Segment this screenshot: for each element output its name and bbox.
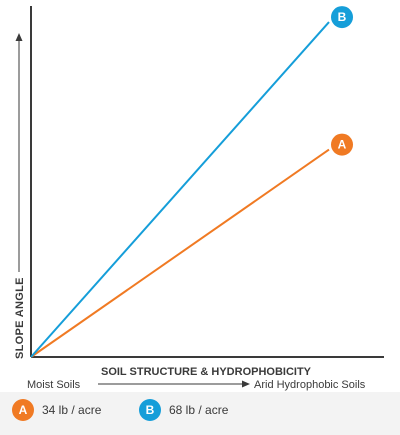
series-marker-a — [331, 133, 353, 156]
x-axis-start-label: Moist Soils — [27, 379, 81, 391]
series-marker-b — [331, 6, 353, 29]
legend-item-b: B 68 lb / acre — [139, 399, 228, 421]
legend-badge-b: B — [139, 399, 161, 421]
series-line-a — [30, 148, 330, 358]
series-layer: AB — [30, 6, 353, 358]
x-axis-label: SOIL STRUCTURE & HYDROPHOBICITY — [101, 366, 312, 378]
y-axis-label-group: SLOPE ANGLE — [14, 33, 26, 359]
axes — [30, 6, 384, 358]
slope-chart: SLOPE ANGLE SOIL STRUCTURE & HYDROPHOBIC… — [14, 6, 384, 391]
legend-footer — [0, 392, 400, 435]
x-axis-end-label: Arid Hydrophobic Soils — [254, 379, 366, 391]
legend-label-a: 34 lb / acre — [42, 403, 102, 417]
series-line-b — [30, 21, 330, 358]
legend-label-b: 68 lb / acre — [169, 403, 229, 417]
x-axis-arrowhead — [242, 380, 250, 388]
y-axis-label: SLOPE ANGLE — [14, 277, 26, 359]
y-axis-arrowhead — [15, 33, 23, 41]
series-marker-label-a: A — [338, 138, 347, 152]
legend-item-a: A 34 lb / acre — [12, 399, 101, 421]
legend-badge-a: A — [12, 399, 34, 421]
series-marker-label-b: B — [338, 10, 347, 24]
